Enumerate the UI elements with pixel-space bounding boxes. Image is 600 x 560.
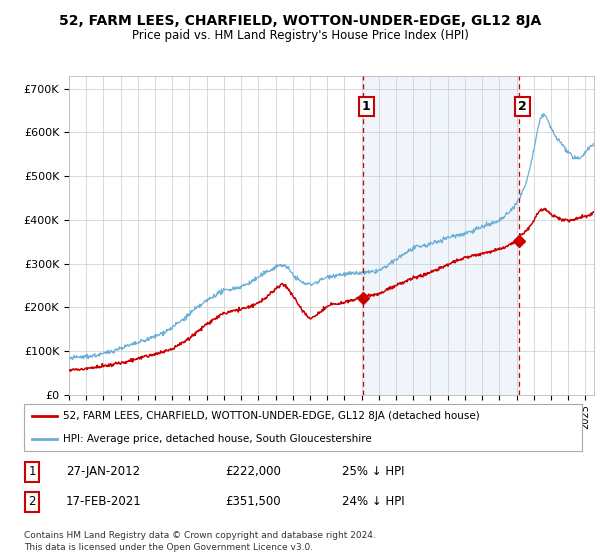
Text: Price paid vs. HM Land Registry's House Price Index (HPI): Price paid vs. HM Land Registry's House … [131,29,469,42]
Text: 25% ↓ HPI: 25% ↓ HPI [342,465,404,478]
Text: 24% ↓ HPI: 24% ↓ HPI [342,496,404,508]
Text: £351,500: £351,500 [225,496,281,508]
Text: 52, FARM LEES, CHARFIELD, WOTTON-UNDER-EDGE, GL12 8JA (detached house): 52, FARM LEES, CHARFIELD, WOTTON-UNDER-E… [63,411,480,421]
Bar [363,76,518,395]
Text: 52, FARM LEES, CHARFIELD, WOTTON-UNDER-EDGE, GL12 8JA: 52, FARM LEES, CHARFIELD, WOTTON-UNDER-E… [59,14,541,28]
Text: 27-JAN-2012: 27-JAN-2012 [66,465,140,478]
Text: 1: 1 [29,465,36,478]
Text: This data is licensed under the Open Government Licence v3.0.: This data is licensed under the Open Gov… [24,543,313,552]
Text: 1: 1 [362,100,371,113]
Text: 2: 2 [29,496,36,508]
Text: 17-FEB-2021: 17-FEB-2021 [66,496,142,508]
Text: 2: 2 [518,100,526,113]
Text: Contains HM Land Registry data © Crown copyright and database right 2024.: Contains HM Land Registry data © Crown c… [24,531,376,540]
Text: HPI: Average price, detached house, South Gloucestershire: HPI: Average price, detached house, Sout… [63,434,372,444]
Text: £222,000: £222,000 [225,465,281,478]
